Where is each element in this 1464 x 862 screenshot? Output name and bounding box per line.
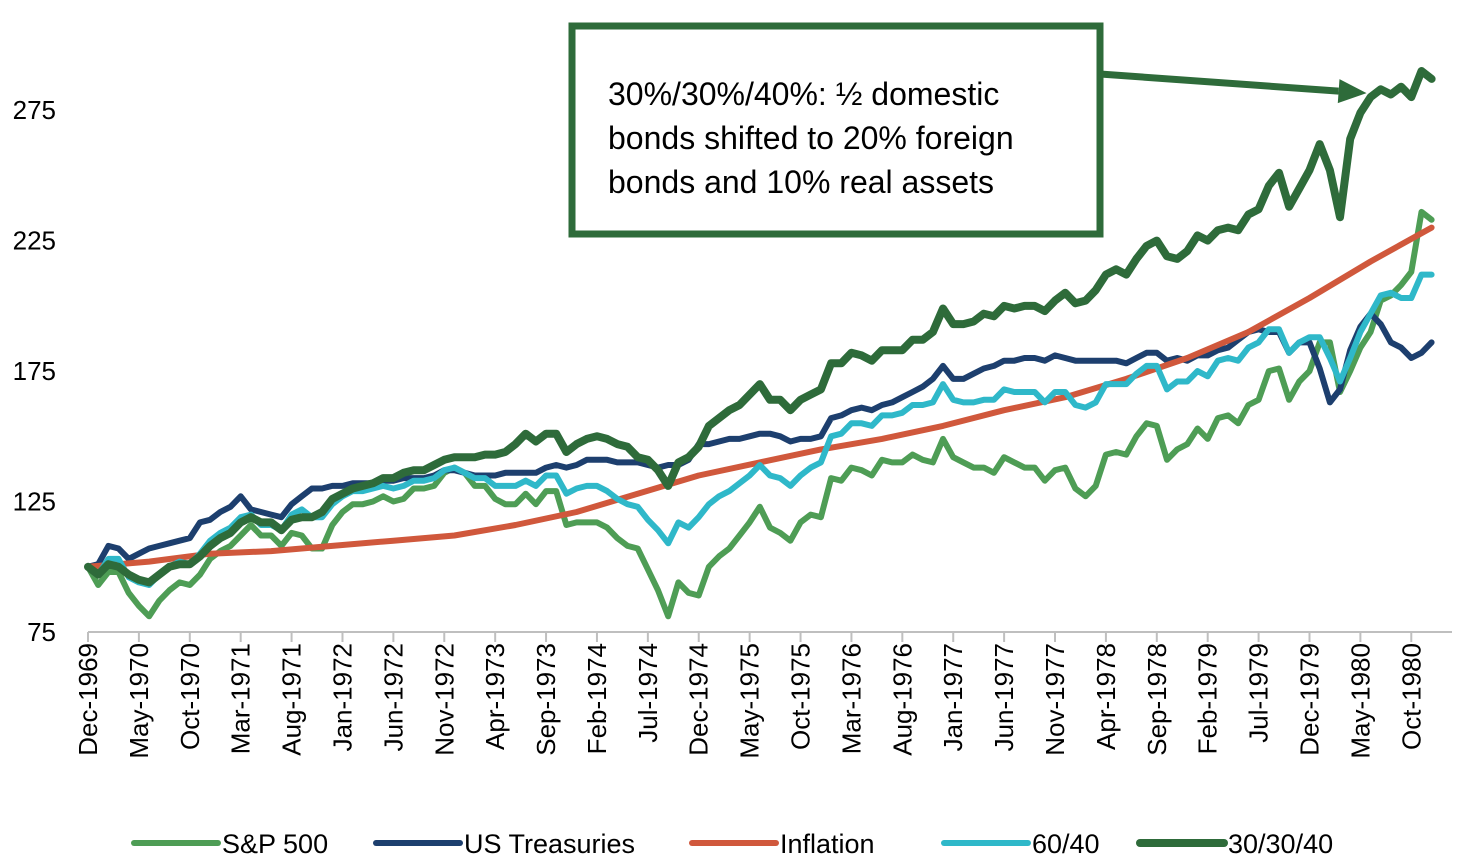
x-tick-label: Jan-1977 — [938, 643, 968, 751]
legend-label: 60/40 — [1032, 829, 1100, 859]
series-line-30-30-40 — [84, 67, 1436, 587]
x-tick-label: Oct-1970 — [175, 643, 205, 750]
x-axis: Dec-1969 May-1970 Oct-1970 Mar-1971 Aug-1971… — [73, 631, 1452, 759]
annotation-text-container: 30%/30%/40%: ½ domestic bonds shifted to… — [608, 76, 1014, 200]
x-tick-label: Jul-1974 — [633, 643, 663, 743]
series-line-us-treasuries — [85, 310, 1435, 570]
annotation-line-3: bonds and 10% real assets — [608, 164, 995, 200]
annotation-box — [568, 22, 1104, 238]
x-tick-label: Mar-1976 — [836, 643, 866, 754]
legend-label: US Treasuries — [464, 829, 635, 859]
x-tick-label: Aug-1971 — [277, 643, 307, 756]
legend-label: S&P 500 — [222, 829, 328, 859]
y-tick-label: 75 — [27, 617, 56, 647]
legend-label: 30/30/40 — [1228, 829, 1333, 859]
series-layer — [84, 67, 1436, 620]
x-tick-label: Feb-1979 — [1193, 643, 1223, 754]
x-tick-label: May-1980 — [1345, 643, 1375, 759]
x-tick-label: Dec-1974 — [684, 643, 714, 756]
x-tick-label: Jun-1977 — [989, 643, 1019, 751]
series-line-s-p-500 — [85, 208, 1435, 620]
x-tick-label: Nov-1972 — [429, 643, 459, 756]
y-tick-label: 175 — [13, 356, 56, 386]
x-tick-label: Feb-1974 — [582, 643, 612, 754]
y-tick-label: 225 — [13, 226, 56, 256]
annotation-line-1: 30%/30%/40%: ½ domestic — [608, 76, 1000, 112]
x-tick-label: May-1970 — [124, 643, 154, 759]
x-tick-label: Oct-1980 — [1396, 643, 1426, 750]
x-tick-label: Oct-1975 — [786, 643, 816, 750]
legend: S&P 500 US Treasuries Inflation 60/40 30/30/… — [131, 829, 1333, 859]
x-tick-label: Apr-1978 — [1091, 643, 1121, 750]
y-axis: 75 125 175 225 275 — [13, 95, 56, 647]
annotation: 30%/30%/40%: ½ domestic bonds shifted to… — [568, 22, 1367, 238]
x-tick-label: Aug-1976 — [887, 643, 917, 756]
x-tick-label: Nov-1977 — [1040, 643, 1070, 756]
x-tick-label: Sep-1973 — [531, 643, 561, 756]
x-tick-label: Jan-1972 — [327, 643, 357, 751]
annotation-arrowhead — [1337, 79, 1367, 104]
y-tick-label: 275 — [13, 95, 56, 125]
x-tick-label: Dec-1979 — [1294, 643, 1324, 756]
x-tick-label: Jul-1979 — [1244, 643, 1274, 743]
x-tick-label: Dec-1969 — [73, 643, 103, 756]
x-tick-label: Apr-1973 — [480, 643, 510, 750]
annotation-line-2: bonds shifted to 20% foreign — [608, 120, 1014, 156]
x-tick-label: Mar-1971 — [226, 643, 256, 754]
legend-label: Inflation — [780, 829, 875, 859]
annotation-arrow — [1099, 70, 1339, 95]
x-tick-label: Jun-1972 — [378, 643, 408, 751]
x-tick-label: Sep-1978 — [1142, 643, 1172, 756]
y-tick-label: 125 — [13, 487, 56, 517]
x-tick-label: May-1975 — [735, 643, 765, 759]
